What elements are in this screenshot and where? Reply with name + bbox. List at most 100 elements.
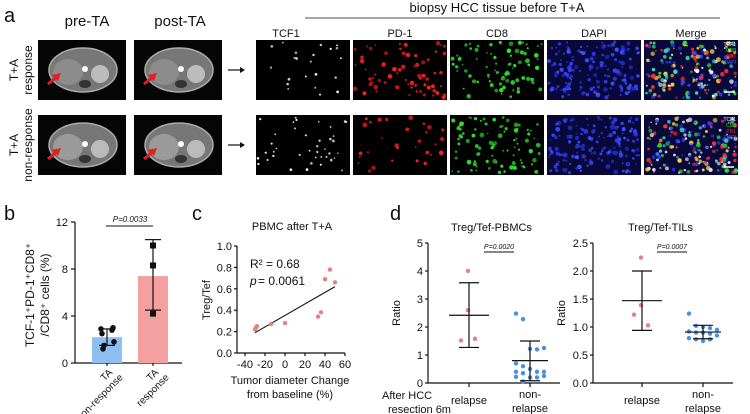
cell-signal xyxy=(588,148,593,153)
cell-signal xyxy=(595,79,600,84)
cell-signal xyxy=(562,159,566,162)
cell-signal xyxy=(603,136,605,139)
cell-signal xyxy=(688,162,691,164)
cell-signal xyxy=(569,61,574,66)
merge-legend-cd8: CD8 xyxy=(726,123,736,129)
cell-signal xyxy=(584,158,587,162)
cell-signal xyxy=(604,64,607,68)
liver-region xyxy=(149,59,179,85)
cell-signal xyxy=(652,73,655,76)
cell-signal xyxy=(513,146,516,149)
cell-signal xyxy=(423,83,427,87)
cell-signal xyxy=(624,81,628,85)
cell-signal xyxy=(575,132,578,135)
cell-signal xyxy=(551,151,554,153)
cell-signal xyxy=(540,43,543,46)
cell-signal xyxy=(636,148,640,152)
cell-signal xyxy=(649,161,652,164)
cell-signal xyxy=(522,165,525,168)
cell-signal xyxy=(396,72,399,75)
cell-signal xyxy=(614,47,619,52)
cell-signal xyxy=(634,117,639,122)
cell-signal xyxy=(513,128,519,133)
cell-signal xyxy=(586,74,589,76)
data-point xyxy=(111,339,117,345)
cell-signal xyxy=(686,170,691,174)
cell-signal xyxy=(695,78,698,81)
cell-signal xyxy=(336,152,339,155)
cell-signal xyxy=(574,65,579,69)
cell-signal xyxy=(527,132,531,136)
cell-signal xyxy=(366,45,369,48)
cell-signal xyxy=(651,67,656,72)
cell-signal xyxy=(512,89,515,92)
data-point xyxy=(645,323,651,328)
cell-signal xyxy=(405,127,410,132)
cell-signal xyxy=(471,79,477,84)
cell-signal xyxy=(683,168,687,172)
cell-signal xyxy=(632,139,635,143)
cell-signal xyxy=(697,132,701,136)
cell-signal xyxy=(634,84,638,89)
cell-signal xyxy=(587,135,592,140)
cell-signal xyxy=(272,150,275,153)
cell-signal xyxy=(568,76,572,80)
cell-signal xyxy=(588,64,594,70)
cell-signal xyxy=(701,66,704,69)
cell-signal xyxy=(570,74,574,78)
cell-signal xyxy=(617,137,622,142)
cell-signal xyxy=(571,154,575,159)
b-y-tick-label: 8 xyxy=(62,264,68,276)
cell-signal xyxy=(600,118,603,121)
cell-signal xyxy=(570,78,573,81)
cell-signal xyxy=(601,41,604,44)
cell-signal xyxy=(364,117,368,121)
cell-signal xyxy=(557,42,562,46)
cell-signal xyxy=(501,125,504,127)
cell-signal xyxy=(664,150,668,154)
cell-signal xyxy=(509,95,513,98)
cell-signal xyxy=(670,53,674,56)
cell-signal xyxy=(716,57,721,62)
cell-signal xyxy=(686,44,689,47)
cell-signal xyxy=(662,136,666,140)
cell-signal xyxy=(707,121,713,127)
cell-signal xyxy=(555,46,558,49)
cell-signal xyxy=(733,150,736,152)
cell-signal xyxy=(555,87,558,91)
cell-signal xyxy=(670,43,675,48)
kidney-region xyxy=(91,140,109,158)
cell-signal xyxy=(629,129,632,133)
cell-signal xyxy=(435,91,440,95)
cell-signal xyxy=(451,170,454,173)
cell-signal xyxy=(680,64,683,68)
cell-signal xyxy=(690,70,693,74)
cell-signal xyxy=(598,118,601,121)
cell-signal xyxy=(592,86,596,89)
cell-signal xyxy=(568,162,572,166)
d-y-tick-label: 0 xyxy=(417,378,423,390)
cell-signal xyxy=(309,60,312,63)
cell-signal xyxy=(663,48,668,54)
cell-signal xyxy=(517,40,523,45)
cell-signal xyxy=(568,134,573,139)
category-non-relapse-line1: non- xyxy=(692,389,714,401)
cell-signal xyxy=(721,164,725,169)
cell-signal xyxy=(632,149,636,153)
cell-signal xyxy=(628,86,632,89)
cell-signal xyxy=(678,46,682,50)
cell-signal xyxy=(698,126,702,130)
cell-signal xyxy=(468,74,472,78)
cell-signal xyxy=(692,162,696,166)
cell-signal xyxy=(692,80,695,83)
d-y-tick-label: 2 xyxy=(417,322,423,334)
cell-signal xyxy=(432,94,435,97)
cell-signal xyxy=(561,73,565,78)
d-y-tick-label: 2.0 xyxy=(573,266,588,278)
cell-signal xyxy=(702,135,706,138)
image-background xyxy=(256,115,350,175)
c-x-tick-label: 20 xyxy=(299,359,311,371)
